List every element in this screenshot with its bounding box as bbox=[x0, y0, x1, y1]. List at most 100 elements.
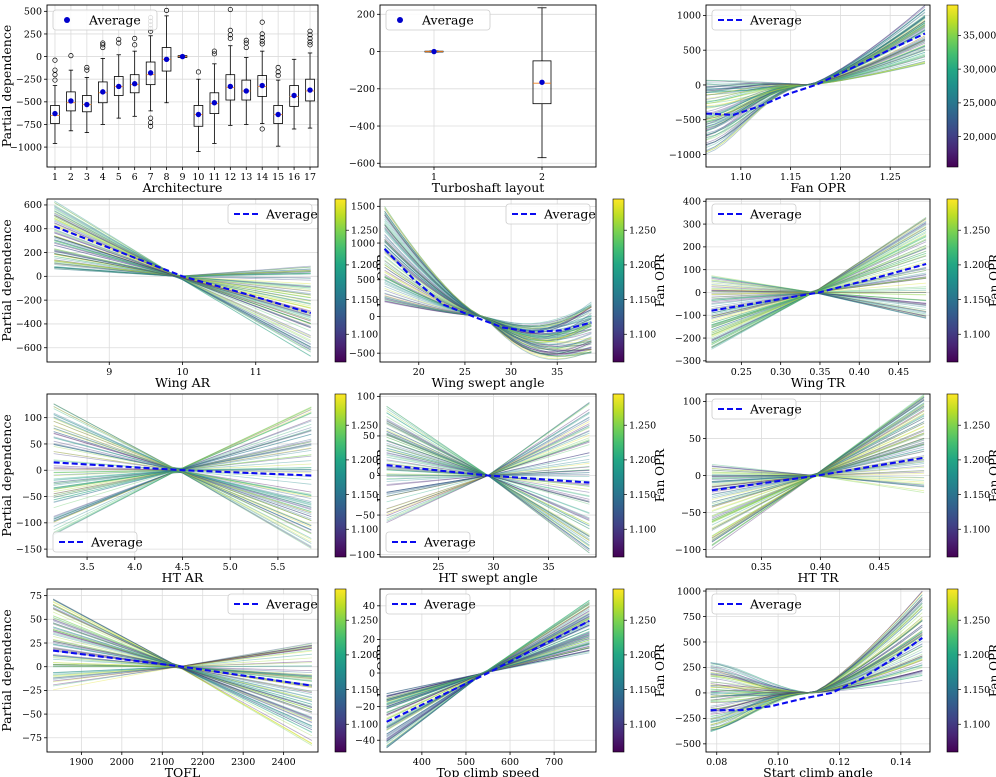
y-tick-label: 0 bbox=[36, 272, 42, 283]
colorbar: 1.100 1.150 1.200 1.250 Fan OPR bbox=[946, 198, 996, 363]
outlier-point bbox=[227, 27, 233, 33]
ice-curve bbox=[711, 438, 925, 521]
ice-curve bbox=[711, 422, 925, 485]
subplot-8: −100 −50 0 50 100 25 30 35 HT swept angle Average… bbox=[349, 392, 667, 585]
average-curve bbox=[706, 32, 926, 116]
ice-curve bbox=[706, 31, 926, 119]
outlier-point bbox=[132, 35, 138, 42]
ice-curve bbox=[384, 266, 592, 342]
ice-curve bbox=[711, 293, 927, 331]
ice-curve bbox=[711, 248, 927, 304]
ice-curve bbox=[706, 12, 926, 96]
ice-curve bbox=[711, 234, 927, 346]
ice-curve bbox=[52, 608, 313, 744]
x-tick-label: 5 bbox=[116, 172, 122, 183]
outlier-point bbox=[100, 40, 106, 46]
y-axis-label: Partial dependence bbox=[0, 219, 14, 341]
ice-curve bbox=[384, 285, 592, 345]
outlier-point bbox=[132, 42, 138, 48]
box-15 bbox=[273, 64, 283, 147]
ice-curves bbox=[386, 599, 590, 749]
ice-curve bbox=[53, 427, 312, 470]
ice-curves bbox=[711, 394, 925, 549]
outlier-point bbox=[275, 73, 281, 79]
ice-curve bbox=[386, 637, 590, 700]
ice-curve bbox=[706, 14, 926, 140]
ice-curve bbox=[706, 16, 926, 93]
ice-curve bbox=[706, 17, 926, 86]
ice-curve bbox=[386, 605, 590, 709]
colorbar-tick-label: 1.150 bbox=[351, 685, 378, 696]
x-tick-label: 1.20 bbox=[830, 172, 851, 183]
ice-curve bbox=[384, 250, 592, 341]
y-tick-label: 500 bbox=[357, 275, 375, 286]
ice-curve bbox=[386, 643, 590, 705]
y-tick-label: −500 bbox=[16, 97, 42, 108]
legend-label: Average bbox=[265, 597, 318, 612]
ice-curve bbox=[54, 261, 311, 302]
y-tick-label: 0 bbox=[369, 668, 375, 679]
ice-curve bbox=[710, 605, 923, 694]
ice-curve bbox=[386, 632, 590, 696]
ice-curve bbox=[706, 15, 926, 123]
outlier-point bbox=[195, 69, 201, 75]
ice-curve bbox=[53, 414, 312, 531]
colorbar-tick-label: 1.100 bbox=[351, 524, 378, 535]
ice-curve bbox=[384, 220, 592, 329]
ice-curve bbox=[52, 619, 313, 741]
legend: Average bbox=[227, 203, 318, 225]
ice-curve bbox=[52, 626, 313, 718]
ice-curve bbox=[384, 262, 592, 355]
ice-curve bbox=[710, 635, 923, 710]
colorbar: 1.100 1.150 1.200 1.250 Fan OPR bbox=[946, 588, 996, 753]
ice-curve bbox=[52, 633, 313, 731]
ice-curve bbox=[386, 642, 590, 710]
ice-curve bbox=[384, 275, 592, 343]
ice-curve bbox=[52, 607, 313, 727]
subplot-7: −150 −100 −50 0 50 100 3.5 4.0 4.5 5.0 5.5 HT AR Par… bbox=[0, 393, 389, 585]
y-tick-label: −250 bbox=[675, 714, 701, 725]
y-tick-label: −500 bbox=[675, 739, 701, 750]
ice-curve bbox=[710, 606, 923, 730]
outlier-point bbox=[307, 35, 313, 42]
ice-curve bbox=[384, 213, 592, 337]
y-tick-label: −20 bbox=[355, 702, 375, 713]
ice-curves bbox=[52, 598, 313, 746]
x-tick-label: 20 bbox=[413, 367, 425, 378]
ice-curve bbox=[710, 665, 923, 723]
ice-curve bbox=[53, 419, 312, 469]
x-tick-label: 0.40 bbox=[849, 367, 870, 378]
ice-curve bbox=[54, 257, 311, 321]
ice-curve bbox=[53, 403, 312, 470]
ice-curve bbox=[706, 53, 926, 105]
ice-curve bbox=[711, 449, 925, 503]
ice-curve bbox=[711, 255, 927, 293]
ice-curve bbox=[711, 439, 925, 476]
y-tick-label: 50 bbox=[689, 434, 701, 445]
y-tick-label: 100 bbox=[357, 392, 375, 403]
ice-curve bbox=[711, 414, 925, 483]
y-tick-label: 1500 bbox=[351, 202, 375, 213]
ice-curve bbox=[711, 407, 925, 530]
box-iqr bbox=[289, 85, 299, 107]
ice-curve bbox=[54, 255, 311, 352]
ice-curve bbox=[711, 466, 925, 529]
ice-curve bbox=[384, 214, 592, 353]
ice-curve bbox=[711, 246, 927, 293]
ice-curve bbox=[54, 262, 311, 324]
outlier-point bbox=[243, 40, 249, 46]
ice-curve bbox=[54, 239, 311, 339]
ice-curve bbox=[706, 29, 926, 141]
x-axis-label: Wing TR bbox=[791, 375, 846, 390]
ice-curve bbox=[710, 675, 923, 695]
x-tick-label: 7 bbox=[148, 172, 154, 183]
ice-curve bbox=[54, 236, 311, 304]
ice-curve bbox=[711, 432, 925, 522]
ice-curve bbox=[706, 9, 926, 120]
ice-curve bbox=[711, 438, 925, 483]
ice-curve bbox=[711, 469, 925, 493]
ice-curve bbox=[384, 292, 592, 354]
mean-marker bbox=[147, 70, 154, 76]
colorbar-tick-label: 1.200 bbox=[963, 260, 990, 271]
